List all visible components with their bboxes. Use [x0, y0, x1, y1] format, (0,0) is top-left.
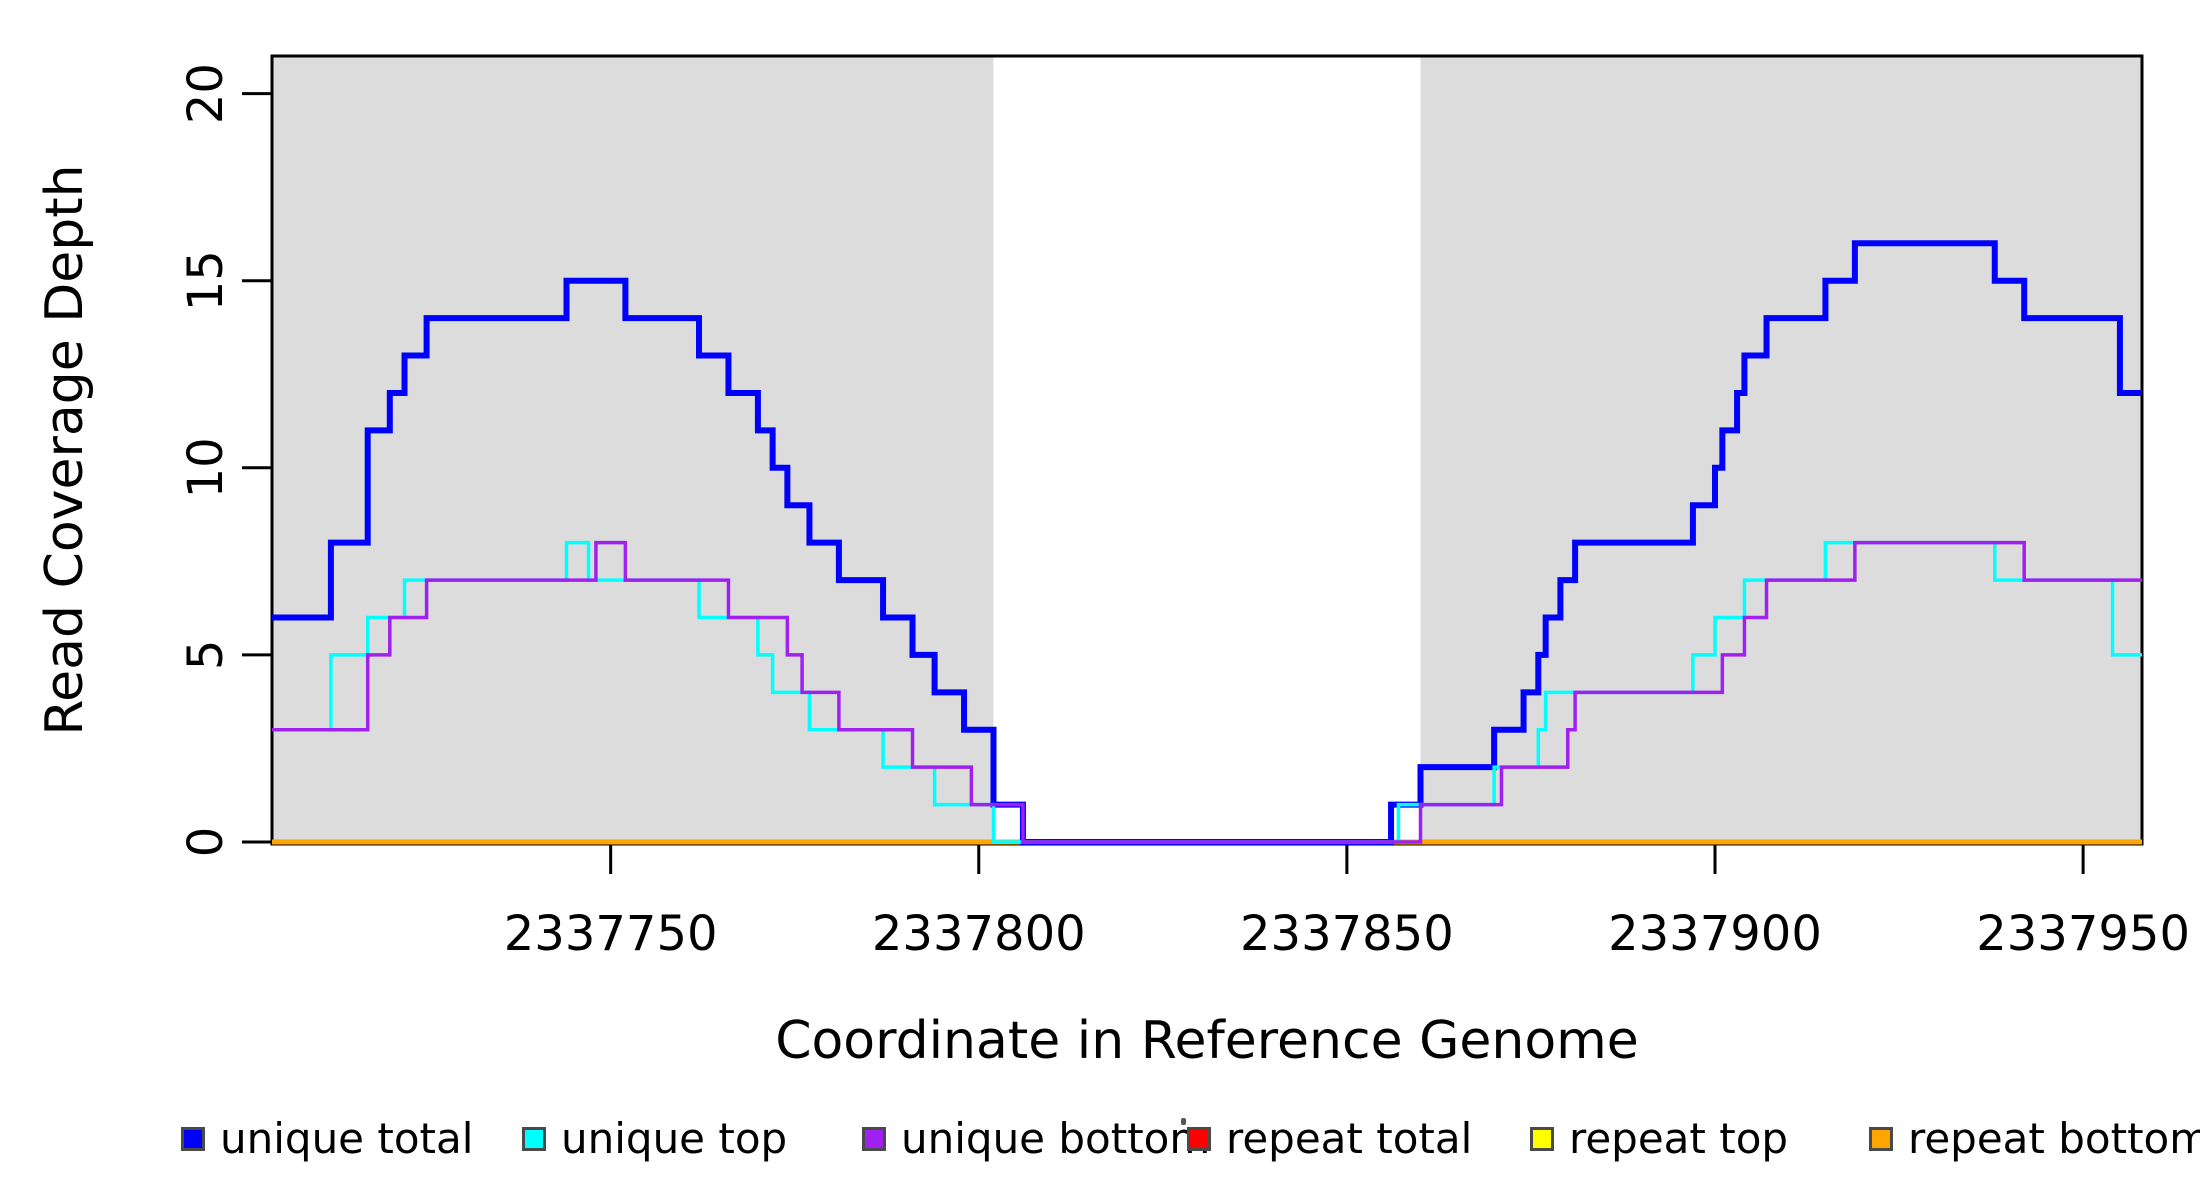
- y-tick-label: 0: [178, 827, 234, 858]
- shaded-region-right: [1420, 57, 2142, 843]
- axis-ticks: [242, 92, 2085, 874]
- series-lines: [272, 240, 2142, 845]
- series-line-unique-top: [272, 540, 2142, 844]
- x-tick-label: 2337900: [1608, 906, 1822, 962]
- y-tick-label: 10: [178, 437, 234, 498]
- shaded-regions: [272, 57, 2142, 843]
- x-tick-label: 2337850: [1240, 906, 1454, 962]
- x-tick-label: 2337750: [504, 906, 718, 962]
- x-tick-label: 2337800: [872, 906, 1086, 962]
- gap-region: [993, 57, 1421, 843]
- y-axis-title: Read Coverage Depth: [35, 164, 95, 735]
- shaded-region-left: [272, 57, 994, 843]
- y-tick-label: 15: [178, 250, 234, 311]
- x-axis-title: Coordinate in Reference Genome: [775, 1011, 1639, 1071]
- x-tick-label: 2337950: [1976, 906, 2190, 962]
- axis-tick-labels: 2337750 2337800 2337850 2337900 2337950 0 5 10 1…: [178, 63, 2190, 962]
- y-tick-label: 5: [178, 640, 234, 671]
- y-tick-label: 20: [178, 63, 234, 124]
- series-line-unique-bottom: [272, 540, 2142, 844]
